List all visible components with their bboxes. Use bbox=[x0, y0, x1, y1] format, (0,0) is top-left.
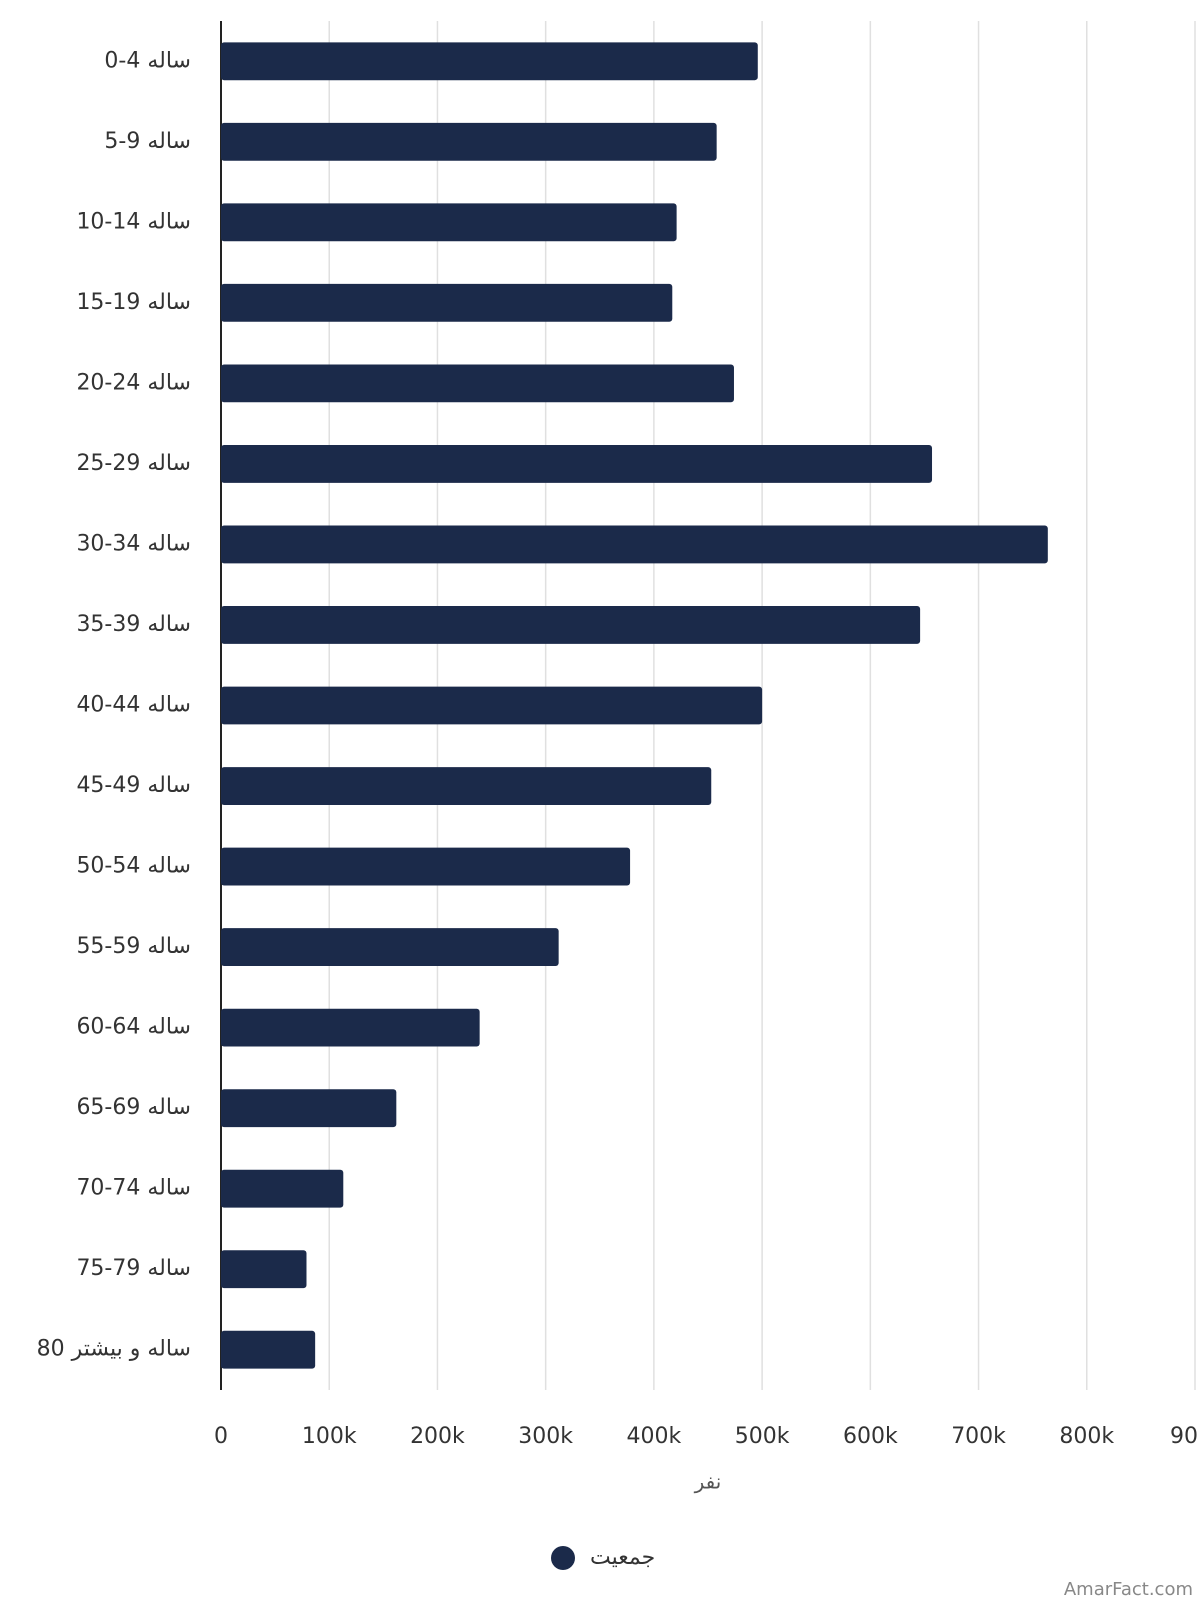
bar bbox=[221, 767, 712, 805]
y-tick-label: 10-14 ساله bbox=[76, 209, 191, 234]
x-tick-label: 400k bbox=[627, 1424, 682, 1449]
bar bbox=[221, 847, 631, 886]
y-tick-label: 20-24 ساله bbox=[76, 370, 191, 395]
y-tick-label: 45-49 ساله bbox=[76, 773, 191, 798]
x-tick-label: 600k bbox=[843, 1424, 898, 1449]
x-tick-label: 800k bbox=[1059, 1424, 1114, 1449]
bar bbox=[221, 1008, 480, 1047]
x-tick-label: 90… bbox=[1170, 1424, 1200, 1449]
bar bbox=[221, 444, 933, 483]
x-tick-label: 0 bbox=[214, 1424, 228, 1449]
x-tick-label: 200k bbox=[410, 1424, 465, 1449]
bar bbox=[221, 1250, 307, 1289]
y-tick-label: 0-4 ساله bbox=[104, 48, 191, 73]
bar bbox=[221, 1089, 397, 1128]
y-tick-label: 40-44 ساله bbox=[76, 693, 191, 718]
bar bbox=[221, 283, 673, 322]
x-tick-label: 100k bbox=[302, 1424, 357, 1449]
bar bbox=[221, 364, 734, 403]
x-tick-label: 700k bbox=[951, 1424, 1006, 1449]
y-tick-label: 55-59 ساله bbox=[76, 934, 191, 959]
watermark: AmarFact.com bbox=[1064, 1579, 1193, 1600]
y-tick-label: 50-54 ساله bbox=[76, 854, 191, 879]
x-tick-label: 300k bbox=[518, 1424, 573, 1449]
y-tick-label: 15-19 ساله bbox=[76, 290, 191, 315]
bar bbox=[221, 122, 717, 161]
y-tick-label: 65-69 ساله bbox=[76, 1095, 191, 1120]
bar bbox=[221, 686, 763, 725]
y-tick-label: 80 ساله و بیشتر bbox=[37, 1337, 191, 1362]
x-tick-label: 500k bbox=[735, 1424, 790, 1449]
bar bbox=[221, 203, 677, 242]
y-tick-label: 5-9 ساله bbox=[104, 129, 191, 154]
bar bbox=[221, 606, 921, 644]
y-tick-label: 35-39 ساله bbox=[76, 612, 191, 637]
y-tick-label: 30-34 ساله bbox=[76, 531, 191, 556]
bar bbox=[221, 1169, 344, 1208]
y-tick-label: 25-29 ساله bbox=[76, 451, 191, 476]
legend-marker bbox=[551, 1546, 575, 1570]
y-tick-label: 70-74 ساله bbox=[76, 1176, 191, 1201]
bar bbox=[221, 42, 758, 81]
legend-label: جمعیت bbox=[590, 1545, 655, 1570]
y-tick-label: 60-64 ساله bbox=[76, 1015, 191, 1040]
x-axis-title: نفر bbox=[694, 1470, 722, 1494]
bar bbox=[221, 1330, 316, 1369]
y-tick-label: 75-79 ساله bbox=[76, 1256, 191, 1281]
bar bbox=[221, 525, 1048, 564]
bar bbox=[221, 928, 559, 967]
